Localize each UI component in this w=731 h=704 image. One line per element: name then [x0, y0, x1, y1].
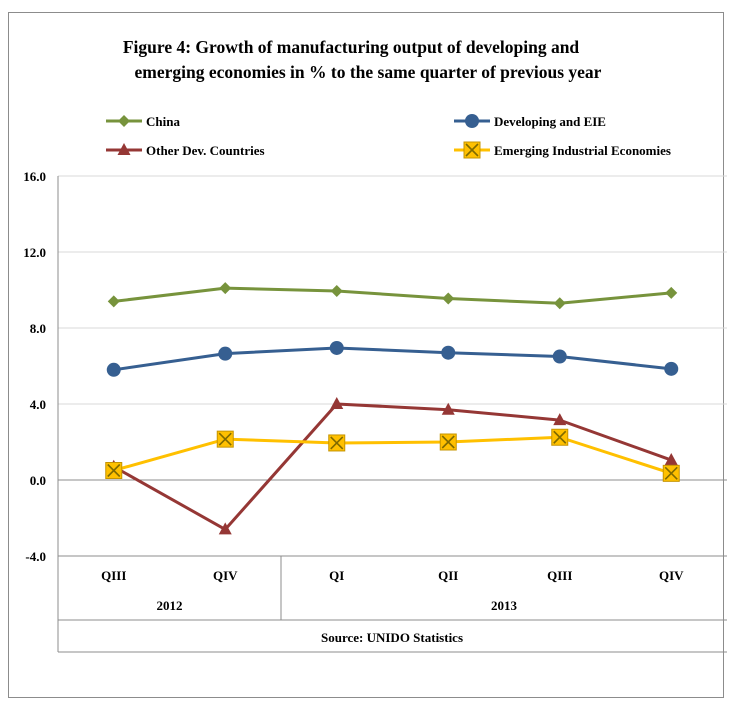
data-point: [441, 402, 455, 415]
data-point: [218, 346, 233, 361]
data-point: [662, 464, 680, 482]
data-point: [328, 434, 346, 452]
data-point: [665, 286, 678, 299]
marker-cross: [330, 436, 344, 450]
chart-frame: [8, 12, 724, 698]
data-point: [105, 462, 123, 479]
series-line: [113, 402, 672, 531]
marker-cross: [465, 143, 479, 157]
data-point: [664, 361, 679, 376]
category-label: QI: [329, 568, 344, 583]
data-point: [218, 522, 232, 535]
y-tick-label: 12.0: [23, 245, 46, 260]
y-tick-label: 4.0: [30, 397, 46, 412]
data-point: [117, 143, 131, 155]
data-point: [439, 433, 457, 451]
series-line: [113, 286, 672, 305]
data-point: [551, 428, 569, 446]
legend-item: Emerging Industrial Economies: [454, 141, 671, 159]
data-point: [664, 453, 678, 466]
data-point: [219, 282, 232, 295]
data-point: [552, 349, 567, 364]
series-markers: [105, 282, 680, 535]
data-point: [553, 413, 567, 426]
data-point: [330, 397, 344, 409]
year-label: 2013: [491, 598, 518, 613]
category-label: QIV: [659, 568, 684, 583]
legend: China Developing and EIE Other Dev. Countr…: [106, 114, 671, 159]
data-point: [330, 284, 343, 297]
marker-cross: [218, 432, 232, 446]
marker-cross: [107, 463, 121, 478]
y-tick-label: -4.0: [25, 549, 46, 564]
y-tick-label: 0.0: [30, 473, 46, 488]
source-label: Source: UNIDO Statistics: [321, 630, 463, 645]
legend-item: China: [106, 114, 180, 129]
data-point: [329, 340, 344, 355]
series-line: [113, 346, 672, 372]
data-point: [463, 141, 481, 159]
data-point: [465, 114, 479, 128]
data-point: [553, 297, 566, 310]
category-label: QIV: [213, 568, 238, 583]
legend-item: Other Dev. Countries: [106, 143, 265, 158]
y-tick-label: 16.0: [23, 169, 46, 184]
data-point: [441, 345, 456, 360]
legend-item: Developing and EIE: [454, 114, 606, 129]
marker-cross: [553, 430, 567, 444]
data-point: [118, 115, 130, 127]
marker-cross: [441, 435, 455, 449]
legend-label: China: [146, 114, 180, 129]
chart-title-line2: emerging economies in % to the same quar…: [135, 62, 602, 82]
series-line: [113, 435, 672, 475]
series-lines: [113, 286, 672, 531]
data-point: [107, 295, 120, 308]
category-label: QIII: [547, 568, 572, 583]
data-point: [106, 362, 121, 377]
year-label: 2012: [157, 598, 183, 613]
legend-label: Emerging Industrial Economies: [494, 143, 671, 158]
legend-label: Other Dev. Countries: [146, 143, 265, 158]
y-tick-label: 8.0: [30, 321, 46, 336]
category-label: QIII: [101, 568, 126, 583]
category-label: QII: [438, 568, 458, 583]
data-point: [442, 292, 455, 305]
chart-title: Figure 4: Growth of manufacturing output…: [123, 37, 580, 57]
legend-label: Developing and EIE: [494, 114, 606, 129]
marker-cross: [664, 466, 678, 480]
data-point: [216, 430, 234, 448]
axes: QIII QIV QI QII QIII QIV 2012 2013: [57, 176, 727, 653]
